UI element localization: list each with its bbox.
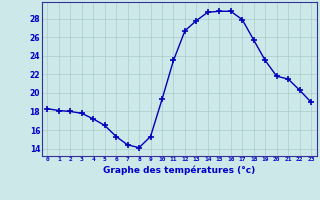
X-axis label: Graphe des températures (°c): Graphe des températures (°c) — [103, 165, 255, 175]
